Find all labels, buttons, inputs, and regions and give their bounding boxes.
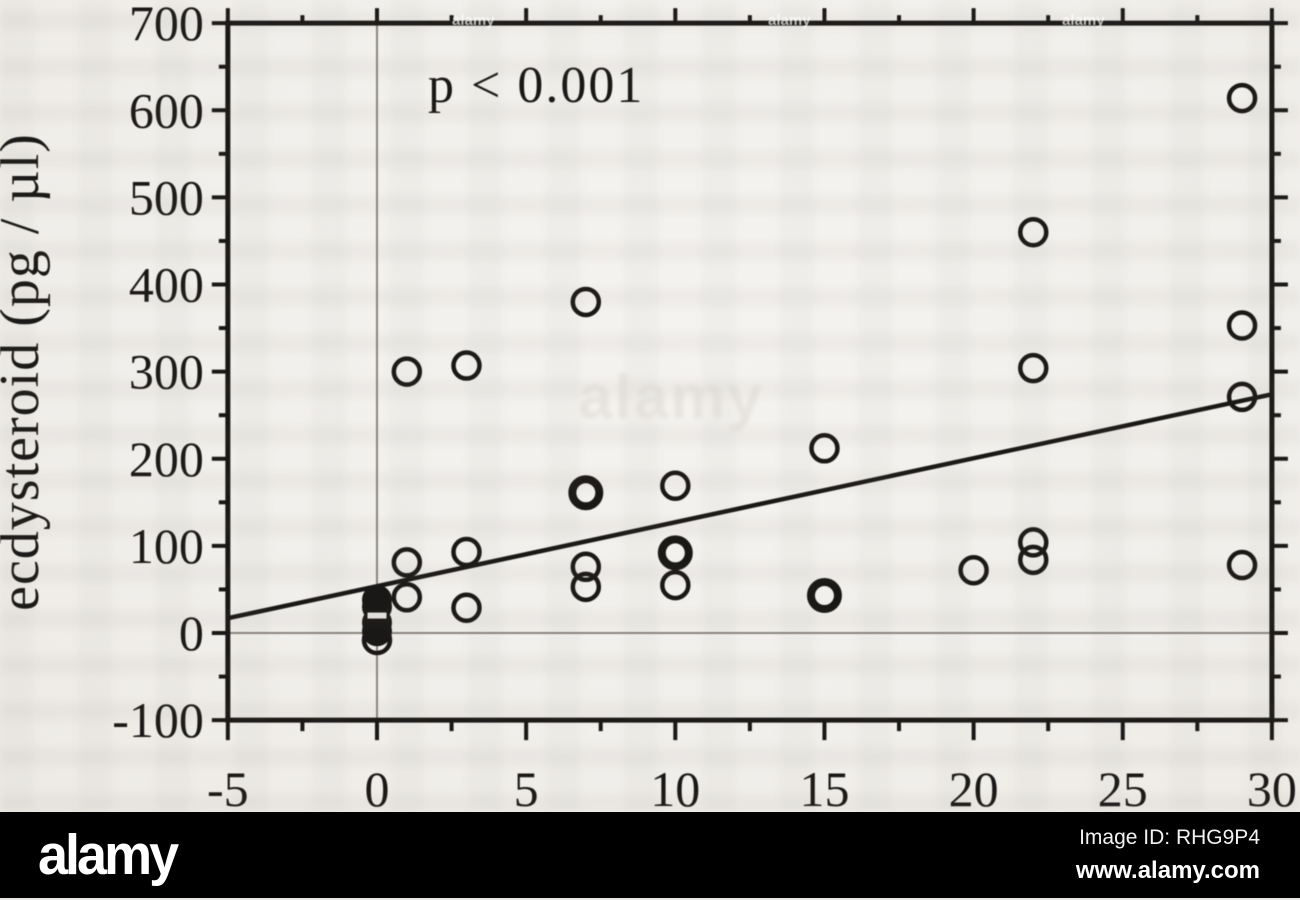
scatter-plot: -5 0 5 10 15 20 25 30 -100 0 100 200 300 400 500 600 700…: [0, 0, 1297, 812]
data-point: [570, 571, 602, 603]
data-point: [660, 470, 691, 502]
alamy-footer-bar: alamy Image ID: RHG9P4 www.alamy.com: [0, 812, 1300, 898]
y-tick-label: 600: [129, 82, 204, 138]
x-tick-label: 30: [1247, 761, 1297, 812]
y-tick-label: 400: [129, 257, 204, 313]
data-point: [1226, 82, 1258, 114]
tick-labels: -5 0 5 10 15 20 25 30 -100 0 100 200 300 400 500 600 700: [112, 0, 1297, 812]
x-tick-label: 0: [365, 761, 390, 812]
axis-ticks: [211, 8, 1288, 741]
x-tick-label: 5: [514, 761, 539, 812]
data-points: [361, 82, 1258, 656]
data-point: [657, 535, 693, 571]
regression-line-group: [227, 392, 1273, 621]
regression-line: [227, 392, 1273, 621]
x-tick-label: 25: [1098, 761, 1148, 812]
y-tick-label: 100: [129, 518, 204, 574]
cluster-scan-gap: [367, 612, 387, 619]
x-tick-label: 20: [949, 761, 999, 812]
p-value-annotation: p < 0.001: [428, 57, 644, 114]
data-point: [568, 475, 604, 511]
y-tick-label: 300: [129, 344, 204, 400]
y-tick-label: 200: [129, 431, 204, 487]
y-tick-label: 0: [179, 605, 204, 661]
data-point: [570, 286, 602, 318]
data-point: [391, 356, 423, 387]
data-point: [451, 536, 482, 568]
y-axis-title: ecdysteroid (pg / µl): [0, 133, 51, 611]
alamy-logo: alamy: [38, 823, 179, 887]
data-point: [1226, 310, 1258, 341]
y-tick-label: -100: [112, 692, 204, 748]
scanned-figure: -5 0 5 10 15 20 25 30 -100 0 100 200 300 400 500 600 700…: [0, 0, 1300, 812]
data-point: [362, 616, 392, 647]
image-id-text: Image ID: RHG9P4: [1079, 825, 1260, 849]
data-point: [1018, 544, 1049, 576]
data-point: [1226, 549, 1258, 581]
data-point: [451, 592, 482, 623]
data-point: [391, 582, 423, 613]
y-tick-label: 500: [129, 169, 204, 225]
x-tick-label: 10: [650, 761, 700, 812]
photo-info: Image ID: RHG9P4 www.alamy.com: [1076, 826, 1260, 885]
data-point: [451, 350, 482, 381]
x-tick-label: 15: [799, 761, 849, 812]
data-point: [1018, 352, 1049, 384]
data-point: [1018, 216, 1049, 248]
data-point: [660, 569, 691, 601]
alamy-url-text: www.alamy.com: [1075, 856, 1260, 884]
data-point: [1018, 527, 1049, 558]
y-tick-label: 700: [129, 0, 204, 51]
data-point: [1226, 381, 1258, 413]
data-point: [958, 555, 989, 586]
data-point: [809, 433, 840, 464]
x-tick-label: -5: [207, 761, 249, 812]
data-point: [570, 551, 602, 583]
data-point: [361, 624, 393, 656]
data-point: [806, 578, 842, 614]
data-point: [391, 547, 423, 578]
